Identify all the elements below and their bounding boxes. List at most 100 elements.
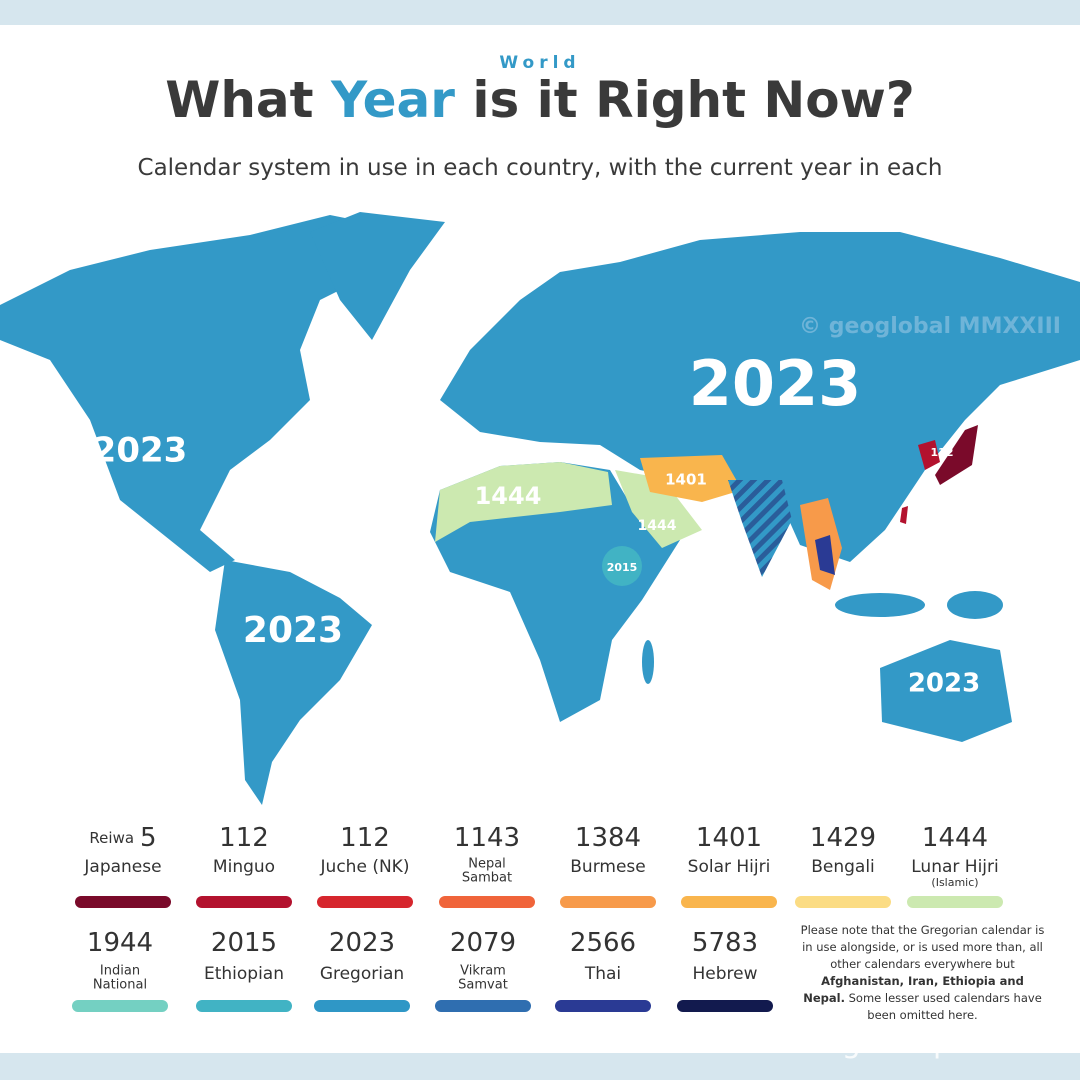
- australia: [880, 640, 1012, 742]
- legend-swatch: [75, 896, 171, 908]
- legend-year: 2079: [450, 928, 516, 958]
- taiwan-region: [900, 506, 908, 524]
- top-border: [0, 0, 1080, 25]
- legend-year: 5783: [692, 928, 758, 958]
- north-africa-region: [435, 462, 612, 542]
- legend-swatch: [435, 1000, 531, 1012]
- legend-name: Ethiopian: [204, 964, 284, 984]
- eurasia: [440, 232, 1080, 562]
- india-region: [728, 480, 792, 577]
- note-text: Some lesser used calendars have been omi…: [844, 991, 1042, 1022]
- legend-year: 1944: [87, 928, 153, 958]
- arabia-region: [615, 470, 702, 548]
- title-highlight: Year: [330, 71, 455, 129]
- legend-swatch: [681, 896, 777, 908]
- kicker: World: [499, 53, 580, 73]
- legend-prefix: Reiwa: [89, 829, 134, 847]
- note-text: Please note that the Gregorian calendar …: [800, 923, 1045, 971]
- new-guinea: [947, 591, 1003, 619]
- legend-year: 112: [219, 823, 269, 853]
- legend-year-value: 2079: [450, 928, 516, 958]
- legend-year: 1429: [810, 823, 876, 853]
- title-part: is it Right Now?: [455, 71, 915, 129]
- legend-swatch: [555, 1000, 651, 1012]
- ethiopia-region: [602, 546, 642, 586]
- map-watermark: © geoglobal MMXXIII: [799, 314, 1061, 339]
- legend-year-value: 1384: [575, 823, 641, 853]
- legend-name: Burmese: [570, 857, 645, 877]
- japan-region: [935, 425, 978, 485]
- iran-region: [640, 455, 742, 502]
- title-part: What: [165, 71, 331, 129]
- legend-year-value: 1429: [810, 823, 876, 853]
- legend-swatch: [439, 896, 535, 908]
- map-label: 112: [907, 509, 940, 528]
- legend-year-value: 5783: [692, 928, 758, 958]
- legend-name: Juche (NK): [320, 857, 410, 877]
- map-label: 1444: [475, 482, 542, 510]
- map-label: 2023: [689, 347, 862, 420]
- legend-swatch: [795, 896, 891, 908]
- legend-swatch: [677, 1000, 773, 1012]
- legend-year-value: 5: [140, 823, 157, 853]
- thailand-region: [815, 535, 835, 575]
- bottom-border: [0, 1053, 1080, 1080]
- subtitle: Calendar system in use in each country, …: [138, 155, 943, 181]
- legend-year: Reiwa 5: [89, 823, 156, 853]
- map: © geoglobal MMXXIII 2023 2023 2023 2023 1444…: [0, 212, 1080, 805]
- title: What Year is it Right Now?: [165, 71, 915, 129]
- legend-name: Hebrew: [692, 964, 757, 984]
- legend-swatch: [907, 896, 1003, 908]
- legend-name: Japanese: [83, 857, 161, 877]
- legend-year-value: 2566: [570, 928, 636, 958]
- legend-year-value: 2023: [329, 928, 395, 958]
- legend-name: Bengali: [811, 857, 875, 877]
- legend-name: Nepal: [468, 857, 506, 872]
- legend-year: 1444: [922, 823, 988, 853]
- legend-year-value: 112: [219, 823, 269, 853]
- legend-swatch: [314, 1000, 410, 1012]
- legend-name: National: [93, 978, 147, 993]
- map-label: 2023: [908, 669, 980, 699]
- map-label: 5: [973, 457, 988, 482]
- legend-year: 112: [340, 823, 390, 853]
- legend-swatch: [196, 896, 292, 908]
- legend-year: 1384: [575, 823, 641, 853]
- note-bold: Afghanistan, Iran, Ethiopia and Nepal.: [803, 974, 1024, 1005]
- south-america: [215, 560, 372, 805]
- legend-year-value: 2015: [211, 928, 277, 958]
- legend-name: Vikram: [460, 964, 506, 979]
- map-label: 1444: [638, 518, 677, 534]
- legend-swatch: [560, 896, 656, 908]
- legend-name: Indian: [100, 964, 140, 979]
- legend-swatch: [72, 1000, 168, 1012]
- legend-swatch: [196, 1000, 292, 1012]
- legend-year: 2015: [211, 928, 277, 958]
- legend-year: 1143: [454, 823, 520, 853]
- north-america: [0, 215, 380, 572]
- map-label: 2015: [607, 561, 638, 574]
- madagascar: [642, 640, 654, 684]
- legend-name: Minguo: [213, 857, 275, 877]
- legend-name: Gregorian: [320, 964, 404, 984]
- legend-year: 2023: [329, 928, 395, 958]
- legend-name: Sambat: [462, 871, 512, 886]
- map-label: 2023: [93, 431, 188, 471]
- legend-year-value: 1944: [87, 928, 153, 958]
- legend-year-value: 1401: [696, 823, 762, 853]
- map-label: 1401: [665, 471, 707, 489]
- legend-year-value: 1444: [922, 823, 988, 853]
- legend-name: Samvat: [458, 978, 508, 993]
- note: Please note that the Gregorian calendar …: [800, 922, 1045, 1024]
- legend-year: 1401: [696, 823, 762, 853]
- map-label: 112: [931, 446, 954, 459]
- legend-swatch: [317, 896, 413, 908]
- legend-name: Thai: [584, 964, 621, 984]
- legend-name: Solar Hijri: [688, 857, 771, 877]
- legend-sub: (Islamic): [931, 876, 978, 889]
- indonesia: [835, 593, 925, 617]
- africa: [430, 462, 680, 722]
